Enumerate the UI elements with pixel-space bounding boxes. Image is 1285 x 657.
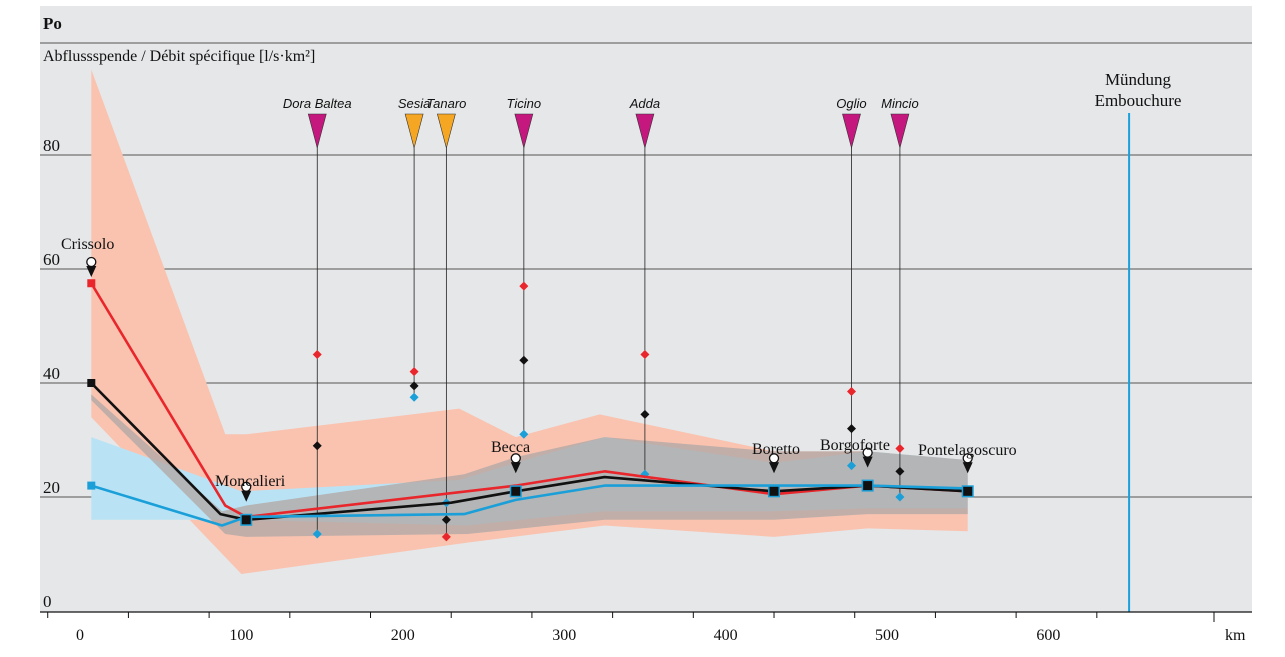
station-square bbox=[963, 486, 973, 496]
station-pin bbox=[510, 453, 521, 474]
chart-title: Po bbox=[43, 14, 62, 33]
band-red-band bbox=[91, 69, 968, 574]
tributary-label: Dora Baltea bbox=[283, 96, 352, 111]
tributary-marker bbox=[307, 113, 327, 150]
tributary-point-red bbox=[640, 350, 650, 359]
tributary-point-red bbox=[441, 532, 451, 542]
tributary-point-blue bbox=[846, 461, 856, 471]
station-label: Crissolo bbox=[61, 236, 114, 253]
tributary-point-blue bbox=[895, 492, 905, 502]
tributary-point-red bbox=[846, 387, 856, 397]
station-pin bbox=[862, 447, 873, 468]
station-pin-arrow bbox=[769, 462, 780, 474]
x-axis-label: km bbox=[1225, 627, 1246, 644]
station-pin-arrow bbox=[862, 456, 873, 468]
station-square bbox=[511, 486, 521, 496]
tributary-label: Mincio bbox=[881, 96, 919, 111]
tributary-point-blue bbox=[312, 529, 322, 539]
tributary-point-black bbox=[519, 355, 529, 365]
tributary-point-blue bbox=[409, 392, 419, 402]
tributary-point-red bbox=[312, 350, 322, 359]
station-square bbox=[769, 486, 779, 496]
y-axis-label: Abflussspende / Débit spécifique [l/s·km… bbox=[43, 48, 315, 65]
mouth-label-fr: Embouchure bbox=[1095, 91, 1182, 110]
station-pin-head bbox=[768, 453, 780, 464]
x-tick-label: 500 bbox=[875, 627, 899, 644]
tributary-point-red bbox=[519, 281, 529, 291]
y-tick-label: 20 bbox=[43, 478, 60, 497]
tributary-point-black bbox=[640, 409, 650, 419]
station-pin bbox=[962, 453, 973, 474]
station-square bbox=[863, 481, 873, 491]
tributary-point-black bbox=[312, 441, 322, 451]
tributary-marker bbox=[635, 113, 655, 150]
station-label: Moncalieri bbox=[215, 473, 286, 490]
station-pin-arrow bbox=[241, 490, 252, 502]
x-tick-label: 300 bbox=[552, 627, 576, 644]
x-tick-label: 100 bbox=[229, 627, 253, 644]
tributary-label: Sesia bbox=[398, 96, 431, 111]
station-square-blue bbox=[87, 481, 96, 490]
station-pin bbox=[768, 453, 780, 474]
station-label: Borgoforte bbox=[820, 437, 890, 454]
station-square-red bbox=[87, 279, 96, 288]
tributary-point-black bbox=[846, 424, 856, 434]
tributary-label: Adda bbox=[629, 96, 660, 111]
station-pin-arrow bbox=[510, 462, 521, 474]
y-tick-label: 80 bbox=[43, 136, 60, 155]
x-tick-label: 0 bbox=[76, 627, 84, 644]
station-pin-arrow bbox=[86, 266, 97, 277]
station-pin-head bbox=[510, 453, 521, 464]
y-tick-label: 60 bbox=[43, 250, 60, 269]
tributary-point-black bbox=[409, 381, 419, 391]
tributary-marker bbox=[404, 113, 424, 150]
station-pin bbox=[86, 256, 97, 277]
tributary-point-black bbox=[895, 466, 905, 476]
station-pin-head bbox=[241, 481, 252, 492]
tributary-point-black bbox=[441, 515, 451, 525]
tributary-point-red bbox=[895, 444, 905, 454]
station-pin-head bbox=[86, 256, 97, 268]
mouth-label-de: Mündung bbox=[1105, 70, 1172, 89]
y-tick-label: 40 bbox=[43, 364, 60, 383]
tributary-label: Ticino bbox=[507, 96, 542, 111]
tributary-point-red bbox=[409, 367, 419, 377]
series-line-blue bbox=[90, 484, 968, 527]
tributary-label: Oglio bbox=[836, 96, 866, 111]
x-tick-label: 400 bbox=[714, 627, 738, 644]
tributary-marker bbox=[890, 113, 910, 150]
x-tick-label: 200 bbox=[391, 627, 415, 644]
x-tick-label: 600 bbox=[1036, 627, 1060, 644]
tributary-marker bbox=[842, 113, 861, 150]
tributary-marker bbox=[514, 113, 534, 150]
station-square bbox=[241, 515, 251, 525]
station-pin-head bbox=[962, 453, 973, 464]
tributary-label: Tanaro bbox=[426, 96, 466, 111]
station-pin-arrow bbox=[962, 462, 973, 474]
tributary-marker bbox=[436, 113, 456, 150]
station-pin-head bbox=[862, 447, 873, 458]
station-label: Becca bbox=[491, 439, 530, 456]
station-square-black bbox=[87, 379, 96, 387]
y-tick-label: 0 bbox=[43, 592, 52, 611]
tributary-point-blue bbox=[519, 429, 529, 439]
band-grey-band bbox=[91, 394, 968, 537]
station-label: Pontelagoscuro bbox=[918, 442, 1017, 459]
station-pin bbox=[241, 481, 252, 502]
station-label: Boretto bbox=[752, 441, 800, 458]
